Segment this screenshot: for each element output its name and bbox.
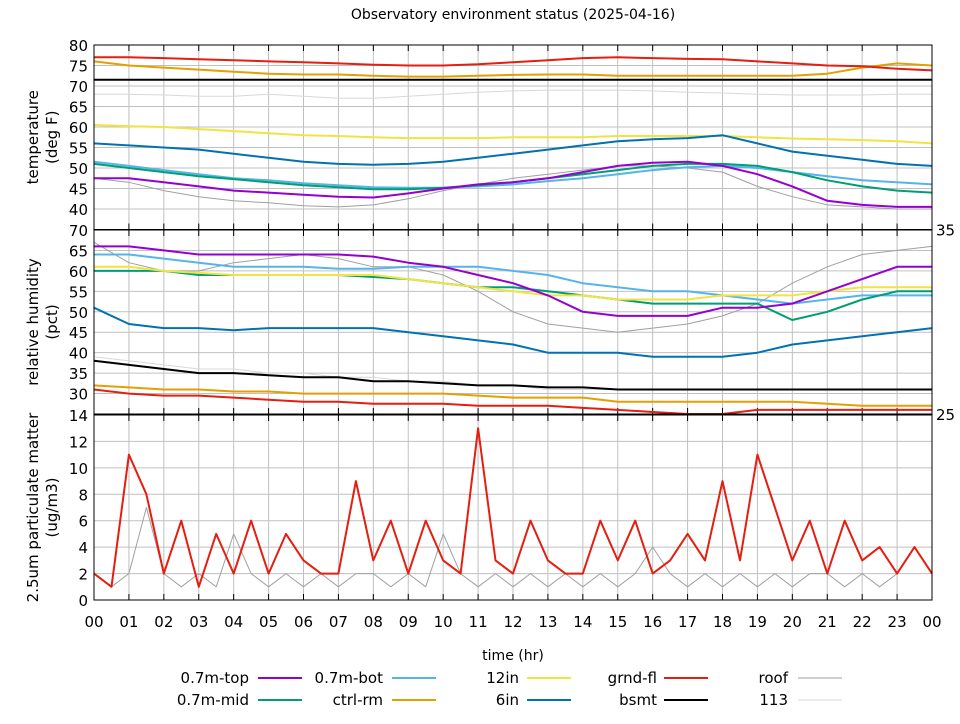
panel-frame — [93, 229, 933, 415]
y-tick-label: 30 — [69, 386, 88, 404]
y-tick-label: 70 — [69, 78, 88, 96]
legend-label-grnd-fl: grnd-fl — [608, 669, 657, 687]
y-tick-label: 50 — [69, 304, 88, 322]
x-tick-label: 01 — [119, 613, 138, 631]
y-tick-label: 40 — [69, 201, 88, 219]
y-tick-label: 12 — [69, 433, 88, 451]
series-line-12in — [93, 124, 933, 145]
x-tick-label: 14 — [573, 613, 592, 631]
series-line-roof — [93, 165, 932, 210]
y-tick-label: 45 — [69, 324, 88, 342]
y-tick-label: 60 — [69, 263, 88, 281]
x-tick-label: 11 — [469, 613, 488, 631]
x-tick-label: 22 — [853, 613, 872, 631]
y-tick-label: 8 — [78, 486, 88, 504]
series-line-grnd-fl — [93, 427, 933, 588]
y-tick-label: 4 — [78, 539, 88, 557]
series-line-roof — [93, 507, 933, 588]
y-tick-label: 50 — [69, 160, 88, 178]
y-axis-label: relative humidity — [24, 258, 42, 386]
legend-label-roof: roof — [759, 669, 789, 687]
x-tick-label: 19 — [748, 613, 767, 631]
series-line-bsmt — [93, 359, 932, 391]
y-tick-label: 65 — [69, 242, 88, 260]
y-tick-label: 35 — [936, 222, 955, 240]
y-tick-label: 10 — [69, 460, 88, 478]
series-line-roof — [93, 241, 933, 333]
x-tick-label: 20 — [783, 613, 802, 631]
x-tick-label: 07 — [329, 613, 348, 631]
y-tick-label: 75 — [69, 58, 88, 76]
y-tick-label: 45 — [69, 181, 88, 199]
series-line-113 — [94, 89, 932, 99]
legend-label-113: 113 — [759, 691, 788, 709]
legend-label-0.7m-bot: 0.7m-bot — [315, 669, 384, 687]
x-tick-label: 10 — [434, 613, 453, 631]
y-tick-label: 55 — [69, 140, 88, 158]
y-tick-label: 14 — [69, 407, 88, 425]
x-tick-label: 18 — [713, 613, 732, 631]
x-tick-label: 08 — [364, 613, 383, 631]
x-tick-label: 12 — [503, 613, 522, 631]
y-axis-label: (ug/m3) — [43, 478, 61, 538]
x-tick-label: 00 — [84, 613, 103, 631]
series-line-6in — [93, 134, 933, 167]
y-tick-label: 0 — [78, 592, 88, 610]
legend-label-0.7m-top: 0.7m-top — [181, 669, 249, 687]
y-tick-label: 65 — [69, 99, 88, 117]
y-tick-label: 2 — [78, 566, 88, 584]
series-line-grnd-fl — [93, 388, 932, 415]
legend-label-0.7m-mid: 0.7m-mid — [177, 691, 249, 709]
series-line-12in — [94, 265, 932, 301]
legend-label-bsmt: bsmt — [619, 691, 657, 709]
chart-title: Observatory environment status (2025-04-… — [351, 7, 675, 23]
panel-0: 35 40 45 50 55 60 65 70 75 80 temperature (deg F) — [24, 37, 955, 240]
legend-label-ctrl-rm: ctrl-rm — [333, 691, 383, 709]
x-tick-label: 00 — [922, 613, 941, 631]
y-tick-label: 80 — [69, 37, 88, 55]
y-tick-label: 55 — [69, 283, 88, 301]
panel-frame — [93, 414, 933, 601]
legend-label-6in: 6in — [496, 691, 519, 709]
series-line-ctrl-rm — [93, 60, 933, 78]
series-line-ctrl-rm — [93, 384, 932, 407]
y-axis-label: temperature — [24, 90, 42, 184]
panel-1: 25 30 35 40 45 50 55 60 65 70 relative humidity (pc… — [24, 222, 955, 424]
x-tick-label: 05 — [259, 613, 278, 631]
x-tick-label: 23 — [888, 613, 907, 631]
x-tick-label: 17 — [678, 613, 697, 631]
x-tick-label: 04 — [224, 613, 243, 631]
y-tick-label: 25 — [936, 406, 955, 424]
panel-2: 0 2 4 6 8 10 12 14 2.5um particulate matter (ug/m… — [24, 407, 933, 610]
series-line-0.7m-top — [94, 245, 932, 317]
x-axis-label: time (hr) — [482, 648, 544, 664]
y-tick-label: 40 — [69, 345, 88, 363]
series-line-grnd-fl — [94, 56, 933, 72]
x-tick-label: 06 — [294, 613, 313, 631]
y-tick-label: 60 — [69, 119, 88, 137]
y-axis-label: (pct) — [43, 304, 61, 339]
y-axis-label: 2.5um particulate matter — [24, 412, 42, 602]
x-tick-label: 16 — [643, 613, 662, 631]
legend-label-12in: 12in — [486, 669, 519, 687]
x-tick-label: 09 — [399, 613, 418, 631]
y-tick-label: 6 — [78, 513, 88, 531]
x-tick-label: 13 — [538, 613, 557, 631]
y-axis-label: (deg F) — [43, 111, 61, 164]
x-tick-label: 03 — [189, 613, 208, 631]
series-line-6in — [93, 306, 933, 358]
y-tick-label: 70 — [69, 222, 88, 240]
y-tick-label: 35 — [69, 365, 88, 383]
series-line-0.7m-top — [94, 160, 932, 208]
x-tick-label: 21 — [818, 613, 837, 631]
x-tick-label: 15 — [608, 613, 627, 631]
x-tick-label: 02 — [154, 613, 173, 631]
